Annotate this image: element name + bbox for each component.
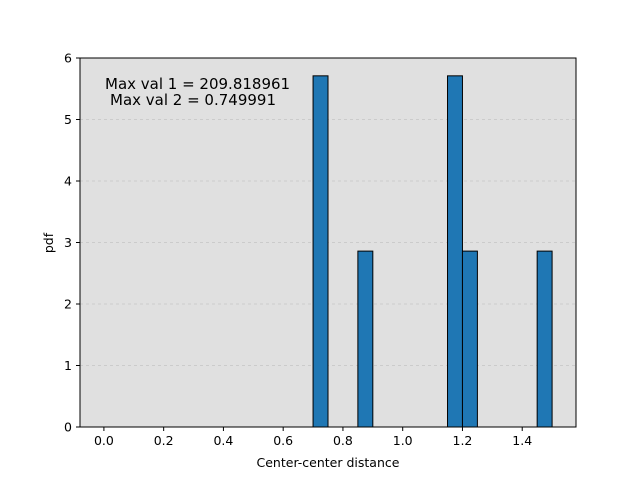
histogram-bar <box>312 75 329 428</box>
annotation-max-val-1: Max val 1 = 209.818961 <box>105 75 290 93</box>
y-axis-label: pdf <box>41 232 56 253</box>
y-axis-ticks: 0 1 2 3 4 5 6 <box>64 51 80 435</box>
y-tick-label: 5 <box>64 112 72 127</box>
histogram-bar <box>447 75 463 428</box>
annotation-max-val-2: Max val 2 = 0.749991 <box>110 91 276 109</box>
x-tick-label: 1.4 <box>512 433 532 448</box>
x-axis-ticks: 0.0 0.2 0.4 0.6 0.8 1.0 1.2 1.4 <box>94 427 532 448</box>
y-tick-label: 0 <box>64 420 72 435</box>
histogram-bar <box>357 250 374 428</box>
y-tick-label: 2 <box>64 297 72 312</box>
x-tick-label: 0.6 <box>273 433 293 448</box>
y-tick-label: 1 <box>64 358 72 373</box>
x-tick-label: 1.0 <box>393 433 413 448</box>
x-tick-label: 1.2 <box>453 433 473 448</box>
y-tick-label: 3 <box>64 235 72 250</box>
x-tick-label: 0.4 <box>213 433 233 448</box>
x-axis-label: Center-center distance <box>257 455 400 470</box>
y-tick-label: 6 <box>64 51 72 66</box>
x-tick-label: 0.0 <box>94 433 114 448</box>
x-tick-label: 0.8 <box>333 433 353 448</box>
histogram-bar <box>536 250 553 428</box>
y-tick-label: 4 <box>64 174 72 189</box>
x-tick-label: 0.2 <box>154 433 174 448</box>
histogram-bar <box>461 250 478 428</box>
